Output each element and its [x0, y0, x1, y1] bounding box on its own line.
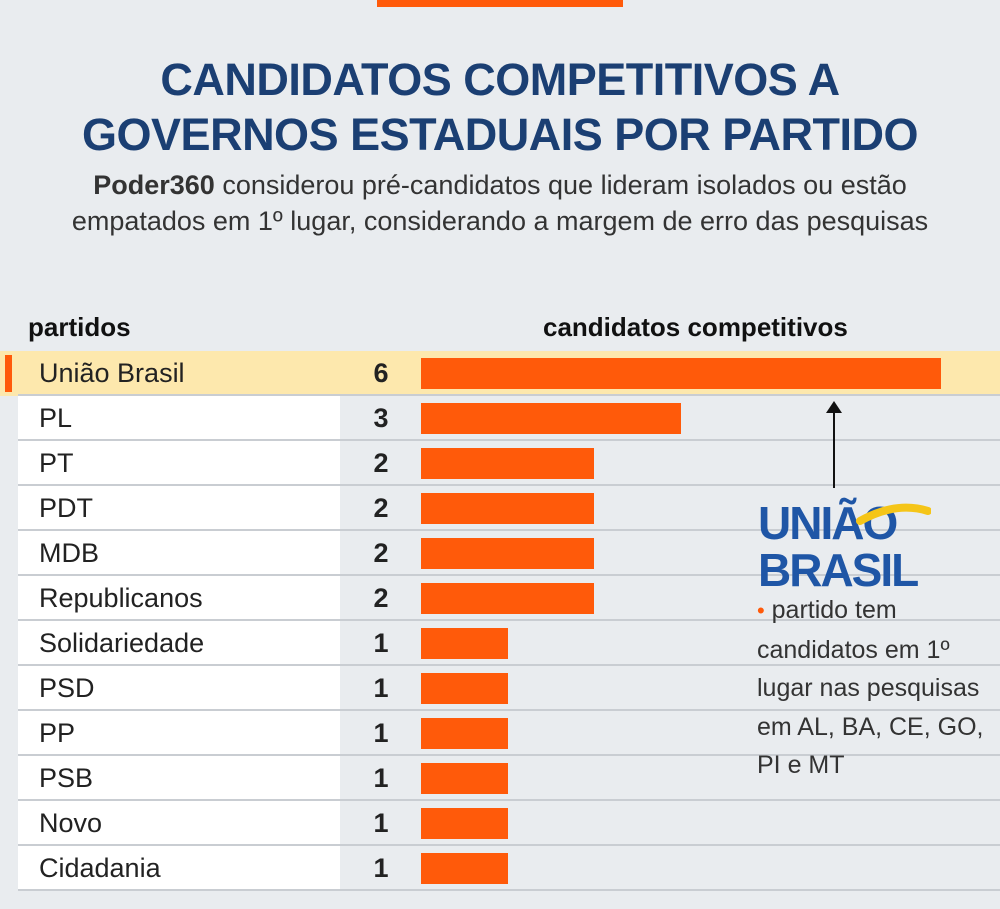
- value-label: 1: [373, 628, 389, 658]
- highlight-marker: [5, 355, 12, 392]
- value-label: 1: [373, 808, 389, 838]
- party-label: PDT: [39, 493, 93, 523]
- annotation-note: • partido tem candidatos em 1º lugar nas…: [757, 591, 997, 785]
- value-label: 1: [373, 718, 389, 748]
- party-label: PP: [39, 718, 76, 748]
- row-separator: [18, 484, 1000, 486]
- party-label: Cidadania: [39, 853, 161, 883]
- logo-text-line-1: UNIÃO: [758, 497, 896, 549]
- row-separator: [18, 529, 1000, 531]
- label-column-background: [18, 351, 340, 891]
- row-separator: [18, 799, 1000, 801]
- chart-subtitle: Poder360 considerou pré-candidatos que l…: [40, 167, 960, 239]
- bar-row: MDB 2: [0, 531, 1000, 576]
- bar: [421, 673, 508, 704]
- uniao-brasil-logo: UNIÃO BRASIL: [758, 497, 931, 589]
- row-separator: [18, 439, 1000, 441]
- party-label: PL: [39, 403, 73, 433]
- row-separator: [18, 664, 1000, 666]
- row-separator: [18, 574, 1000, 576]
- title-line-2: GOVERNOS ESTADUAIS POR PARTIDO: [82, 109, 918, 160]
- bar-row: Cidadania 1: [0, 846, 1000, 891]
- annotation-text: partido tem candidatos em 1º lugar nas p…: [757, 596, 984, 779]
- bullet-icon: •: [757, 598, 765, 623]
- party-label: Solidariedade: [39, 628, 205, 658]
- party-label: União Brasil: [39, 358, 185, 388]
- value-label: 2: [373, 448, 389, 478]
- arrow-up-icon: [826, 401, 842, 413]
- value-label: 6: [373, 358, 389, 388]
- value-label: 3: [373, 403, 389, 433]
- party-label: PT: [39, 448, 74, 478]
- bar-row: Solidariedade 1: [0, 621, 1000, 666]
- bar-row: PDT 2: [0, 486, 1000, 531]
- bar: [421, 583, 594, 614]
- bar-row: PP 1: [0, 711, 1000, 756]
- value-label: 2: [373, 583, 389, 613]
- bar-row: PSD 1: [0, 666, 1000, 711]
- row-separator: [18, 394, 1000, 396]
- row-separator: [18, 844, 1000, 846]
- annotation-arrow-line: [833, 410, 835, 488]
- value-label: 1: [373, 673, 389, 703]
- bar: [421, 718, 508, 749]
- party-label: PSD: [39, 673, 95, 703]
- column-header-parties: partidos: [28, 312, 131, 342]
- column-header-candidates: candidatos competitivos: [543, 312, 848, 342]
- party-label: MDB: [39, 538, 99, 568]
- row-separator: [18, 619, 1000, 621]
- bar: [421, 628, 508, 659]
- row-separator: [18, 754, 1000, 756]
- bar-row: PT 2: [0, 441, 1000, 486]
- subtitle-source: Poder360: [93, 170, 215, 200]
- bar-row: PL 3: [0, 396, 1000, 441]
- row-separator: [18, 709, 1000, 711]
- top-accent-bar: [377, 0, 623, 7]
- bar-row: Novo 1: [0, 801, 1000, 846]
- bar-row: União Brasil 6: [0, 351, 1000, 396]
- bar-chart-table: União Brasil 6 PL 3 PT 2 PDT 2 MDB 2 Republicanos 2…: [0, 351, 1000, 891]
- party-label: Republicanos: [39, 583, 203, 613]
- value-label: 1: [373, 763, 389, 793]
- party-label: PSB: [39, 763, 94, 793]
- value-label: 2: [373, 538, 389, 568]
- party-label: Novo: [39, 808, 103, 838]
- bar: [421, 853, 508, 884]
- bar: [421, 808, 508, 839]
- value-label: 2: [373, 493, 389, 523]
- value-label: 1: [373, 853, 389, 883]
- bar: [421, 358, 941, 389]
- subtitle-text: considerou pré-candidatos que lideram is…: [71, 170, 929, 236]
- row-separator: [18, 889, 1000, 891]
- title-line-1: CANDIDATOS COMPETITIVOS A: [160, 54, 840, 105]
- bar: [421, 763, 508, 794]
- bar-row: PSB 1: [0, 756, 1000, 801]
- bar: [421, 448, 594, 479]
- bar-row: Republicanos 2: [0, 576, 1000, 621]
- bar: [421, 538, 594, 569]
- bar: [421, 493, 594, 524]
- chart-title: CANDIDATOS COMPETITIVOS A GOVERNOS ESTAD…: [0, 52, 1000, 162]
- logo-text-line-2: BRASIL: [758, 544, 918, 589]
- bar: [421, 403, 681, 434]
